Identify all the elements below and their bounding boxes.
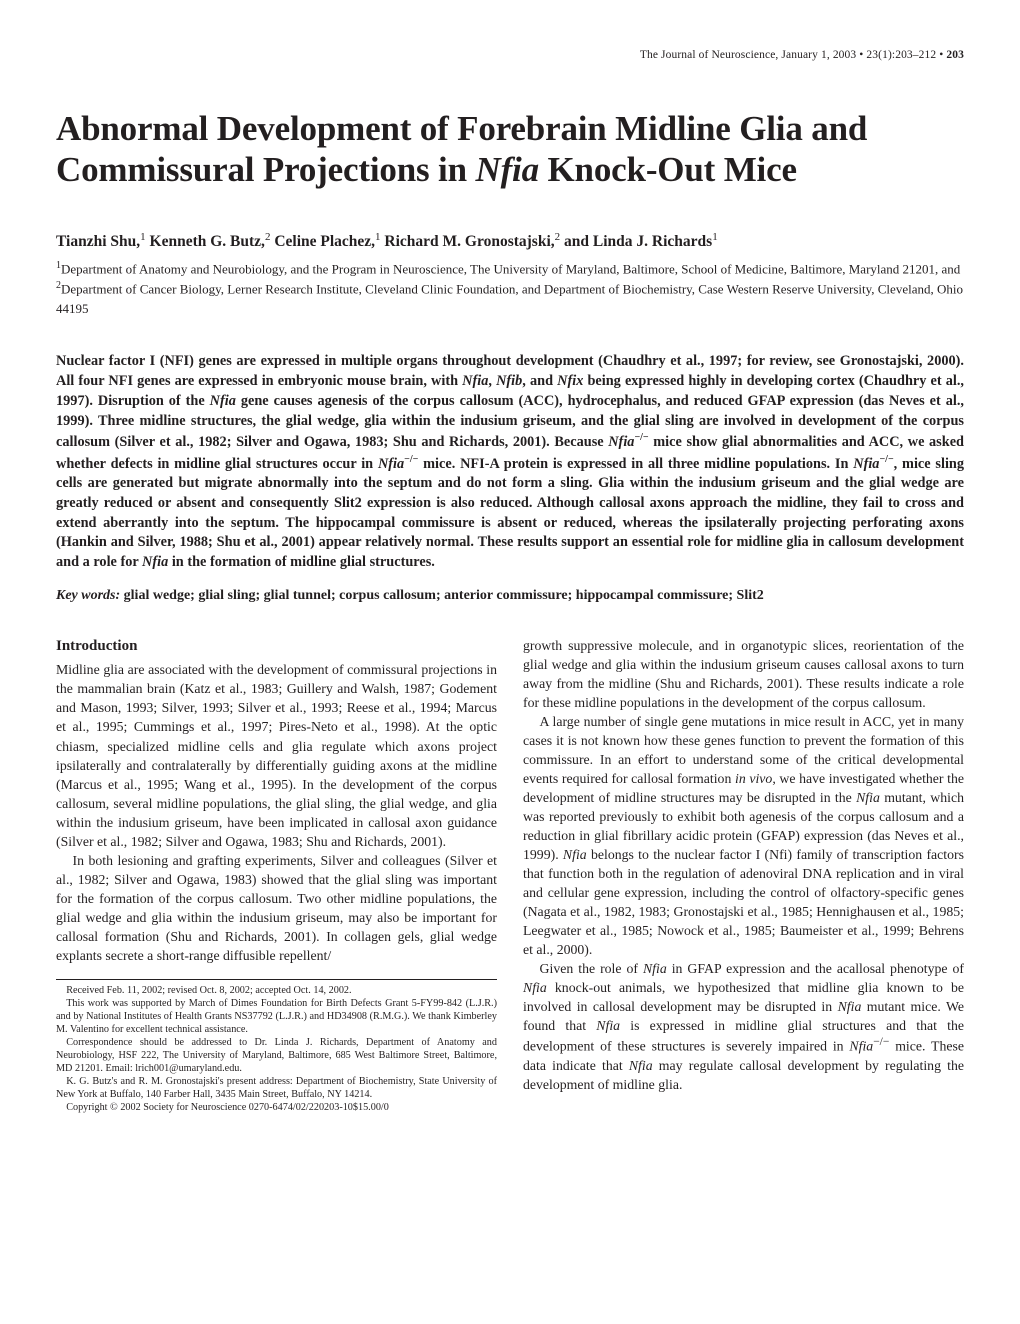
abstract: Nuclear factor I (NFI) genes are express… bbox=[56, 352, 964, 572]
running-head-bullet: • bbox=[856, 49, 866, 61]
intro-paragraph: A large number of single gene mutations … bbox=[523, 712, 964, 959]
keywords-text: glial wedge; glial sling; glial tunnel; … bbox=[120, 588, 764, 603]
running-head-bullet2: • bbox=[936, 49, 946, 61]
authors: Tianzhi Shu,1 Kenneth G. Butz,2 Celine P… bbox=[56, 230, 964, 253]
footnote-correspondence: Correspondence should be addressed to Dr… bbox=[56, 1036, 497, 1075]
running-head: The Journal of Neuroscience, January 1, … bbox=[56, 48, 964, 64]
intro-heading: Introduction bbox=[56, 636, 497, 657]
running-head-citation: 23(1):203–212 bbox=[866, 49, 936, 61]
intro-paragraph: growth suppressive molecule, and in orga… bbox=[523, 636, 964, 712]
affiliations: 1Department of Anatomy and Neurobiology,… bbox=[56, 259, 964, 318]
intro-paragraph: Midline glia are associated with the dev… bbox=[56, 660, 497, 850]
intro-paragraph: In both lesioning and grafting experimen… bbox=[56, 851, 497, 965]
keywords-label: Key words: bbox=[56, 588, 120, 603]
running-head-pagenum: 203 bbox=[946, 49, 964, 61]
footnote-funding: This work was supported by March of Dime… bbox=[56, 997, 497, 1036]
title-line2a: Commissural Projections in bbox=[56, 150, 475, 189]
keywords: Key words: glial wedge; glial sling; gli… bbox=[56, 587, 964, 606]
title-line2b: Knock-Out Mice bbox=[539, 150, 797, 189]
article-title: Abnormal Development of Forebrain Midlin… bbox=[56, 108, 964, 191]
footnotes: Received Feb. 11, 2002; revised Oct. 8, … bbox=[56, 979, 497, 1114]
footnote-present-address: K. G. Butz's and R. M. Gronostajski's pr… bbox=[56, 1075, 497, 1101]
body-columns: Introduction Midline glia are associated… bbox=[56, 636, 964, 1115]
title-line2-italic: Nfia bbox=[475, 150, 538, 189]
footnote-received: Received Feb. 11, 2002; revised Oct. 8, … bbox=[56, 984, 497, 997]
title-line1: Abnormal Development of Forebrain Midlin… bbox=[56, 109, 867, 148]
running-head-journal: The Journal of Neuroscience, January 1, … bbox=[640, 49, 856, 61]
intro-paragraph: Given the role of Nfia in GFAP expressio… bbox=[523, 959, 964, 1094]
footnote-copyright: Copyright © 2002 Society for Neuroscienc… bbox=[56, 1101, 497, 1114]
